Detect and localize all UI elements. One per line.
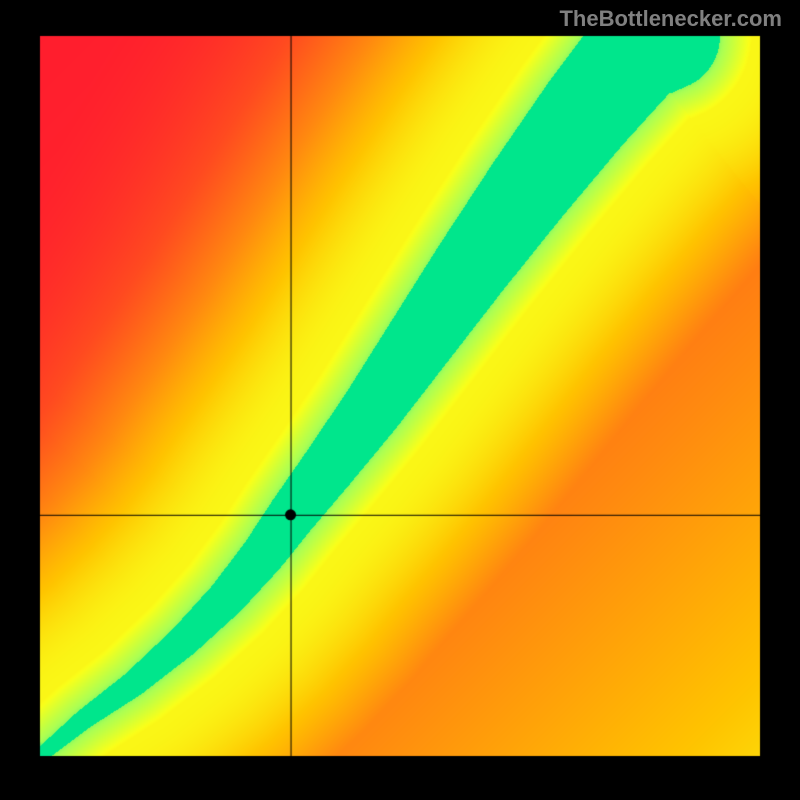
- watermark-text: TheBottlenecker.com: [559, 6, 782, 32]
- heatmap-canvas: [0, 0, 800, 800]
- chart-container: { "watermark": { "text": "TheBottlenecke…: [0, 0, 800, 800]
